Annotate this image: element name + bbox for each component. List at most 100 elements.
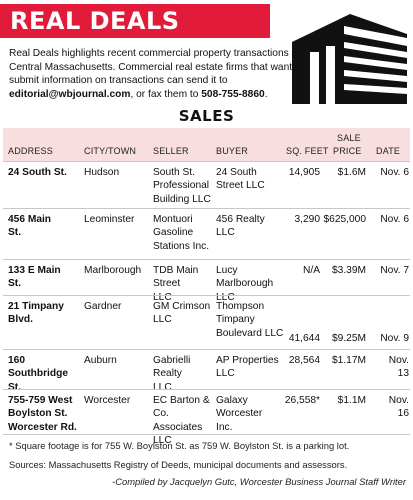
cell-price: $625,000: [323, 214, 367, 225]
intro-paragraph: Real Deals highlights recent commercial …: [9, 47, 304, 101]
cell-buyer-line: Inc.: [216, 421, 233, 433]
cell-buyer-line: 456 Realty: [216, 214, 265, 225]
cell-buyer: Lucy Marlborough LLC: [216, 264, 284, 304]
cell-seller: Gabrielli Realty LLC: [153, 354, 215, 394]
cell-buyer-line: LLC: [216, 227, 235, 239]
cell-price: $3.39M: [332, 265, 366, 276]
cell-address-line: Blvd.: [8, 314, 33, 326]
header-city: CITY/TOWN: [84, 146, 137, 156]
page-title: REAL DEALS: [10, 7, 180, 35]
cell-price: $1.17M: [332, 355, 366, 366]
table-header: ADDRESS CITY/TOWN SELLER BUYER SQ. FEET …: [3, 128, 410, 161]
cell-buyer-line: Timpany: [216, 314, 255, 326]
intro-end: .: [264, 88, 268, 100]
compiled-by: -Compiled by Jacquelyn Gutc, Worcester B…: [112, 476, 406, 487]
cell-sqft: 26,558*: [284, 395, 320, 406]
cell-seller-line: Professional: [153, 180, 210, 192]
table-row: 456 Main St. Leominster Montuori Gasoline Sta…: [3, 208, 410, 259]
cell-date: Nov. 9: [380, 333, 409, 344]
cell-seller: GM Crimson LLC: [153, 300, 215, 327]
cell-seller-line: Stations Inc.: [153, 240, 210, 252]
intro-email: editorial@wbjournal.com: [9, 88, 131, 100]
cell-seller-line: LLC: [153, 381, 172, 393]
cell-seller: TDB Main Street LLC: [153, 264, 215, 304]
footnote-sources: Sources: Massachusetts Registry of Deeds…: [9, 459, 348, 470]
cell-address-line: Worcester Rd.: [8, 421, 77, 433]
cell-address-line: St.: [8, 278, 22, 290]
cell-date: Nov. 7: [380, 265, 409, 276]
cell-city: Leominster: [84, 214, 135, 225]
cell-sqft: 28,564: [288, 355, 320, 366]
cell-address-line: Boylston St.: [8, 408, 68, 420]
cell-seller-line: Gasoline: [153, 227, 194, 239]
cell-seller-line: LLC: [153, 291, 172, 303]
cell-address-line: 755-759 West: [8, 395, 73, 406]
footnote-square-footage: * Square footage is for 755 W. Boylston …: [9, 440, 350, 451]
cell-address-line: St.: [8, 381, 22, 393]
header-seller: SELLER: [153, 146, 189, 156]
cell-sqft: 41,644: [288, 333, 320, 344]
table-row: 24 South St. Hudson South St. Professional B…: [3, 161, 410, 208]
cell-city: Auburn: [84, 355, 117, 366]
cell-city: Gardner: [84, 301, 122, 312]
header-sqft: SQ. FEET: [286, 146, 329, 156]
cell-buyer-line: LLC: [216, 291, 235, 303]
header-price-line2: PRICE: [333, 146, 362, 156]
cell-address-line: 133 E Main: [8, 265, 61, 276]
cell-buyer-line: Boulevard LLC: [216, 327, 284, 339]
intro-fax-number: 508-755-8860: [201, 88, 265, 100]
cell-seller-line: Gabrielli Realty: [153, 355, 191, 380]
cell-seller: Montuori Gasoline Stations Inc.: [153, 213, 215, 253]
header-date: DATE: [376, 146, 401, 156]
cell-address-line: 21 Timpany: [8, 301, 64, 312]
cell-city: Worcester: [84, 395, 131, 406]
cell-price: $1.1M: [337, 395, 366, 406]
cell-address: 456 Main St.: [8, 213, 84, 240]
cell-city: Hudson: [84, 167, 120, 178]
cell-address: 133 E Main St.: [8, 264, 84, 291]
cell-buyer: 24 South Street LLC: [216, 166, 284, 193]
header-buyer: BUYER: [216, 146, 249, 156]
cell-address: 24 South St.: [8, 166, 84, 179]
cell-city: Marlborough: [84, 265, 142, 276]
intro-text: Real Deals highlights recent commercial …: [9, 48, 304, 87]
cell-seller-line: South St.: [153, 167, 195, 178]
cell-price: $9.25M: [332, 333, 366, 344]
cell-buyer: Galaxy Worcester Inc.: [216, 394, 284, 434]
cell-seller-line: GM Crimson: [153, 301, 211, 312]
cell-seller-line: TDB Main Street: [153, 265, 199, 290]
cell-address-line: 160 Southbridge: [8, 355, 68, 380]
table-bottom-rule: [3, 434, 410, 435]
cell-buyer: Thompson Timpany Boulevard LLC: [216, 300, 284, 340]
cell-date: Nov. 13: [388, 355, 409, 380]
cell-address-line: St.: [8, 227, 22, 239]
cell-buyer-line: 24 South: [216, 167, 257, 178]
header-address: ADDRESS: [8, 146, 53, 156]
table-row: 160 Southbridge St. Auburn Gabrielli Realty…: [3, 349, 410, 393]
cell-buyer: AP Properties LLC: [216, 354, 284, 381]
table-row: 133 E Main St. Marlborough TDB Main Street L…: [3, 259, 410, 303]
cell-sqft: N/A: [303, 265, 320, 276]
table-row: 755-759 West Boylston St. Worcester Rd. Wor…: [3, 389, 410, 446]
cell-address-line: 24 South St.: [8, 167, 67, 178]
cell-buyer-line: Galaxy Worcester: [216, 395, 263, 420]
cell-seller-line: EC Barton & Co.: [153, 395, 210, 420]
banner: REAL DEALS: [0, 0, 413, 40]
cell-date: Nov. 6: [380, 214, 409, 225]
intro-text-fax: , or fax them to: [130, 88, 202, 100]
cell-sqft: 3,290: [294, 214, 321, 225]
cell-buyer-line: Thompson: [216, 301, 265, 312]
cell-address-line: 456 Main: [8, 214, 52, 225]
cell-address: 160 Southbridge St.: [8, 354, 84, 394]
cell-seller-line: Montuori: [153, 214, 193, 225]
cell-seller-line: Associates LLC: [153, 421, 203, 447]
section-title-sales: SALES: [178, 107, 235, 125]
header-price-line1: SALE: [337, 133, 361, 143]
cell-date: Nov. 16: [388, 395, 409, 420]
cell-buyer: 456 Realty LLC: [216, 213, 284, 240]
cell-date: Nov. 6: [380, 167, 409, 178]
cell-address: 755-759 West Boylston St. Worcester Rd.: [8, 394, 84, 434]
cell-seller: South St. Professional Building LLC: [153, 166, 215, 206]
cell-address: 21 Timpany Blvd.: [8, 300, 84, 327]
banner-red-bar: [0, 4, 270, 38]
